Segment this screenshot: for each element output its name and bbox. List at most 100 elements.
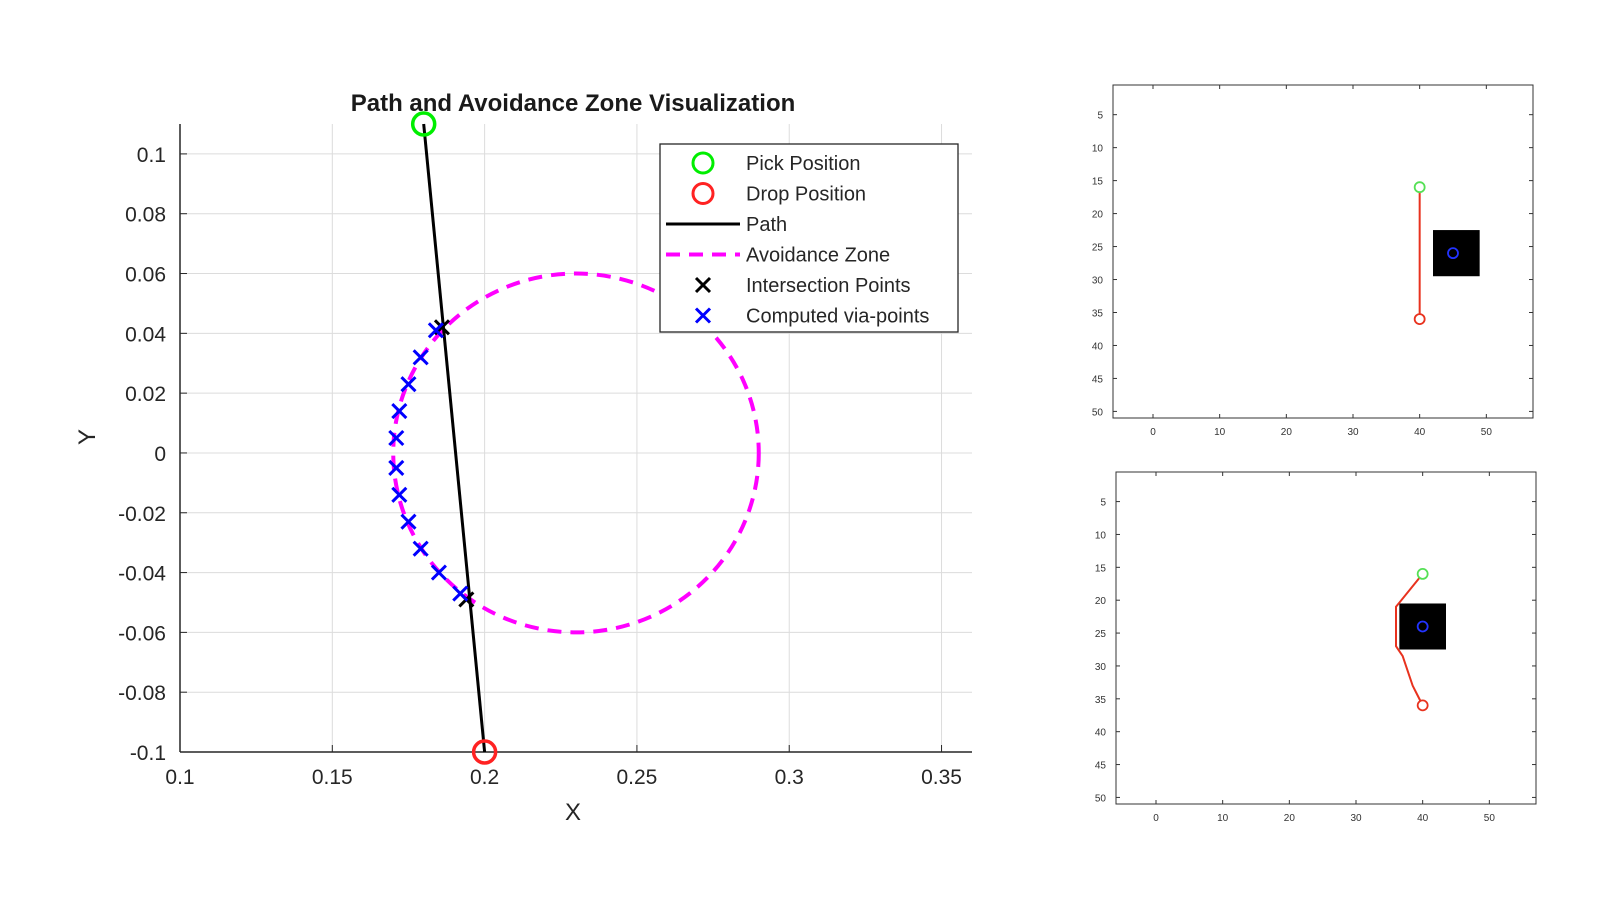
main-y-axis-label: Y xyxy=(74,429,101,445)
panel-y-tick-label: 15 xyxy=(1092,177,1104,188)
via-point xyxy=(427,322,444,339)
main-x-axis-label: X xyxy=(565,799,581,826)
via-point xyxy=(391,486,408,503)
panel-x-tick-label: 50 xyxy=(1481,427,1493,438)
goal-marker xyxy=(1413,313,1426,325)
goal-marker xyxy=(1416,699,1429,712)
panel-x-tick-label: 0 xyxy=(1153,813,1159,824)
panel-x-tick-label: 30 xyxy=(1350,813,1362,824)
panel-y-tick-label: 35 xyxy=(1092,308,1104,319)
legend-entry: Drop Position xyxy=(691,182,866,206)
obstacle-block xyxy=(1399,603,1446,650)
panel-x-tick-label: 50 xyxy=(1484,813,1496,824)
y-tick-label: 0 xyxy=(154,443,166,466)
via-point-stroke-b xyxy=(427,322,444,339)
legend-label: Avoidance Zone xyxy=(746,245,890,267)
panel-y-tick-label: 25 xyxy=(1092,243,1104,254)
via-point-stroke-b xyxy=(412,540,429,557)
panel-y-tick-label: 30 xyxy=(1095,662,1107,673)
panel-y-tick-label: 10 xyxy=(1092,144,1104,155)
start-marker xyxy=(1416,568,1429,580)
legend-entry: Computed via-points xyxy=(694,306,929,328)
legend-entry: Path xyxy=(666,214,787,236)
obstacle-center-marker xyxy=(1447,247,1459,260)
via-point-stroke-b xyxy=(400,376,417,393)
via-point-stroke-b xyxy=(412,349,429,366)
panel-x-tick-label: 0 xyxy=(1150,427,1156,438)
panel-y-tick-label: 25 xyxy=(1095,629,1107,640)
panel-y-tick-label: 5 xyxy=(1100,498,1106,509)
legend-label: Drop Position xyxy=(746,184,866,206)
panel-y-tick-label: 10 xyxy=(1095,530,1107,541)
via-point xyxy=(391,403,408,420)
top-right-panel: 0 10 20 30 40 50 5 10 15 20 25 30 35 40 45 50 xyxy=(1092,84,1534,438)
via-point-stroke-b xyxy=(388,429,405,447)
panel-y-tick-label: 45 xyxy=(1092,374,1104,385)
legend-label: Pick Position xyxy=(746,153,861,175)
planned-path xyxy=(1395,573,1424,706)
legend-label: Intersection Points xyxy=(746,275,911,297)
x-tick-label: 0.2 xyxy=(470,766,499,789)
x-tick-label: 0.15 xyxy=(312,766,353,789)
via-point xyxy=(400,513,417,530)
legend-marker-x xyxy=(694,307,712,324)
bottom-right-panel: 0 10 20 30 40 50 5 10 15 20 25 30 35 40 45 50 xyxy=(1095,471,1537,824)
via-point xyxy=(388,429,405,447)
obstacle-block xyxy=(1433,230,1480,277)
avoidance-zone-circle xyxy=(391,271,761,635)
main-axes xyxy=(179,124,972,753)
y-tick-label: 0.02 xyxy=(125,383,166,406)
y-tick-label: 0.08 xyxy=(125,204,166,227)
via-point-stroke-b xyxy=(388,459,405,476)
y-tick-label: 0.06 xyxy=(125,264,166,287)
legend-label: Path xyxy=(746,214,787,236)
pick-position-marker xyxy=(410,111,437,137)
start-marker xyxy=(1413,181,1426,194)
legend-marker-x-stroke-b xyxy=(694,307,712,324)
via-point-stroke-b xyxy=(430,564,447,581)
x-tick-label: 0.1 xyxy=(165,766,194,789)
via-point-stroke-b xyxy=(452,585,469,602)
panel-y-tick-label: 30 xyxy=(1092,276,1104,287)
legend-box xyxy=(659,143,959,333)
x-tick-label: 0.35 xyxy=(921,766,962,789)
panel-y-tick-label: 20 xyxy=(1095,596,1107,607)
legend-label: Computed via-points xyxy=(746,306,929,328)
via-point xyxy=(412,349,429,366)
y-tick-label: -0.06 xyxy=(118,622,166,645)
panel-x-tick-label: 10 xyxy=(1214,427,1226,438)
legend-marker-circle xyxy=(691,151,715,175)
y-tick-label: -0.02 xyxy=(118,503,166,526)
y-tick-label: -0.1 xyxy=(130,742,166,765)
panel-y-tick-label: 40 xyxy=(1092,341,1104,352)
panel-y-tick-label: 50 xyxy=(1095,793,1107,804)
path-line xyxy=(422,123,487,753)
y-tick-label: 0.04 xyxy=(125,323,166,346)
x-tick-label: 0.3 xyxy=(775,766,804,789)
y-tick-label: -0.08 xyxy=(118,682,166,705)
y-tick-label: 0.1 xyxy=(137,144,166,167)
legend-marker-x xyxy=(694,276,712,294)
via-point xyxy=(400,376,417,393)
y-tick-label: -0.04 xyxy=(118,563,166,586)
panel-x-tick-label: 30 xyxy=(1347,427,1359,438)
legend-entry: Avoidance Zone xyxy=(666,245,890,267)
legend-marker-circle xyxy=(691,182,715,205)
legend-entry: Intersection Points xyxy=(694,275,911,297)
panel-x-tick-label: 40 xyxy=(1414,427,1426,438)
main-legend: Pick Position Drop Position Path Avoidance … xyxy=(659,143,959,333)
main-chart: Path and Avoidance Zone Visualization 0.… xyxy=(74,90,972,826)
panel-y-tick-label: 5 xyxy=(1097,111,1103,122)
via-point xyxy=(430,564,447,581)
via-point xyxy=(388,459,405,476)
legend-entry: Pick Position xyxy=(691,151,861,175)
main-plot-area xyxy=(388,111,761,765)
panel-frame xyxy=(1115,471,1537,805)
via-point-stroke-b xyxy=(391,403,408,420)
panel-x-tick-label: 20 xyxy=(1284,813,1296,824)
x-tick-label: 0.25 xyxy=(616,766,657,789)
panel-y-tick-label: 35 xyxy=(1095,695,1107,706)
panel-x-tick-label: 40 xyxy=(1417,813,1429,824)
via-point xyxy=(452,585,469,602)
